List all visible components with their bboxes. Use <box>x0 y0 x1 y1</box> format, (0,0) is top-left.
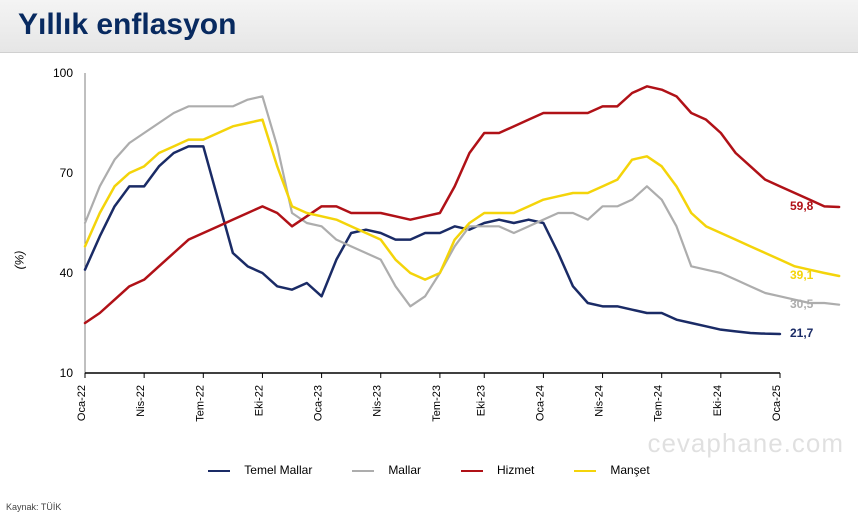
svg-text:Oca-23: Oca-23 <box>313 385 325 421</box>
svg-text:Tem-22: Tem-22 <box>194 385 206 422</box>
legend-label: Mallar <box>388 463 421 477</box>
legend-label: Temel Mallar <box>244 463 312 477</box>
end-label-manşet: 39,1 <box>790 268 813 282</box>
svg-text:Nis-23: Nis-23 <box>372 385 384 417</box>
legend-label: Manşet <box>610 463 649 477</box>
chart-area: (%) 10 40 70 100 Oca-22 Nis-22 Tem-22 Eki-22 Oca… <box>0 53 858 483</box>
svg-text:Eki-24: Eki-24 <box>712 385 724 416</box>
end-label-temel-mallar: 21,7 <box>790 326 813 340</box>
series-mallar <box>85 96 839 306</box>
svg-text:Tem-23: Tem-23 <box>431 385 443 422</box>
svg-text:10: 10 <box>60 366 74 380</box>
page-title: Yıllık enflasyon <box>18 8 840 42</box>
svg-text:Tem-24: Tem-24 <box>653 385 665 422</box>
legend-label: Hizmet <box>497 463 534 477</box>
series-hizmet <box>85 86 839 323</box>
svg-text:Oca-24: Oca-24 <box>534 385 546 421</box>
svg-text:Oca-22: Oca-22 <box>76 385 88 421</box>
svg-text:Eki-23: Eki-23 <box>475 385 487 416</box>
legend-swatch <box>461 470 483 473</box>
series-manşet <box>85 120 839 280</box>
line-chart: 10 40 70 100 Oca-22 Nis-22 Tem-22 Eki-22 Oca-23 N… <box>0 53 858 453</box>
legend-swatch <box>208 470 230 473</box>
legend-swatch <box>352 470 374 472</box>
end-label-mallar: 30,5 <box>790 297 813 311</box>
svg-text:Eki-22: Eki-22 <box>253 385 265 416</box>
svg-text:100: 100 <box>53 66 73 80</box>
end-label-hizmet: 59,8 <box>790 199 813 213</box>
legend-item-temel-mallar: Temel Mallar <box>198 463 322 477</box>
svg-text:40: 40 <box>60 266 74 280</box>
title-bar: Yıllık enflasyon <box>0 0 858 53</box>
legend-swatch <box>574 470 596 473</box>
svg-text:Nis-24: Nis-24 <box>594 385 606 417</box>
svg-text:Oca-25: Oca-25 <box>771 385 783 421</box>
svg-text:Nis-22: Nis-22 <box>135 385 147 417</box>
y-axis-label: (%) <box>12 251 26 270</box>
svg-text:70: 70 <box>60 166 74 180</box>
legend-item-mallar: Mallar <box>342 463 431 477</box>
legend-item-hizmet: Hizmet <box>451 463 544 477</box>
source-note: Kaynak: TÜİK <box>6 502 61 512</box>
legend: Temel Mallar Mallar Hizmet Manşet <box>0 463 858 477</box>
legend-item-manşet: Manşet <box>564 463 659 477</box>
